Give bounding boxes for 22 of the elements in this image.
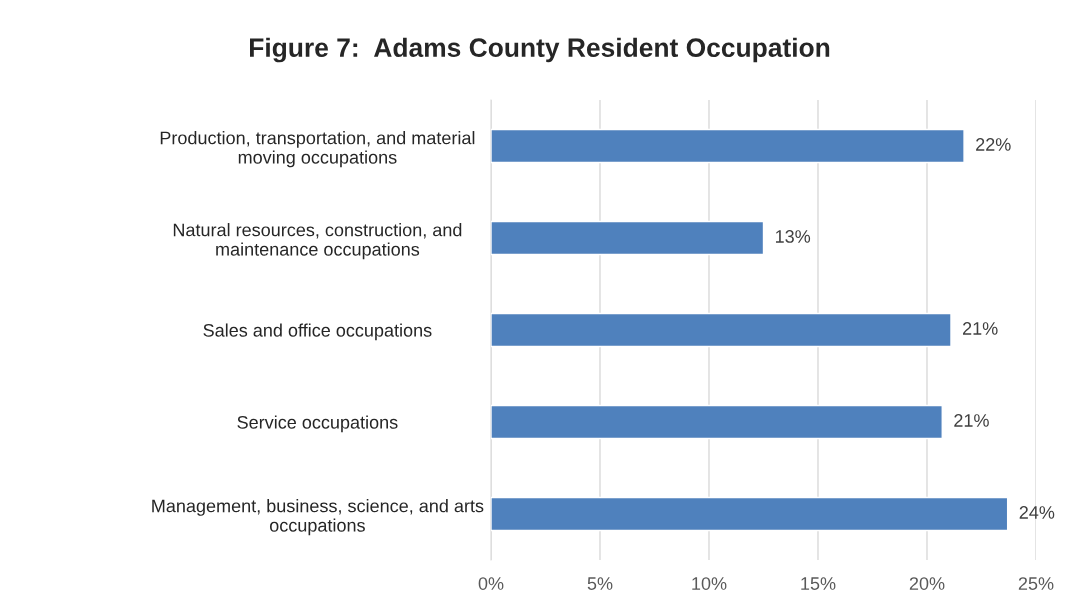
x-tick-label: 0%	[478, 577, 504, 590]
y-tick-label: Service occupations	[237, 415, 398, 433]
y-tick-label: Natural resources, construction, and maintenance occupations	[173, 223, 462, 260]
data-label: 22%	[976, 138, 1011, 151]
data-label: 13%	[775, 230, 811, 243]
x-tick-label: 25%	[1018, 577, 1054, 590]
bar	[491, 220, 765, 256]
y-tick-label: Production, transportation, and material moving occupations	[160, 131, 475, 168]
y-tick-label: Management, business, science, and arts occupations	[152, 499, 484, 536]
bar	[491, 128, 965, 164]
x-tick-label: 10%	[692, 577, 727, 590]
bar	[491, 312, 952, 348]
x-tick-label: 5%	[587, 577, 613, 590]
bar	[491, 404, 943, 440]
data-label: 24%	[1019, 506, 1055, 519]
data-label: 21%	[963, 322, 998, 335]
y-tick-label: Sales and office occupations	[203, 323, 432, 341]
x-tick-label: 15%	[801, 577, 836, 590]
chart-title: Figure 7: Adams County Resident Occupation	[250, 37, 830, 63]
bar	[491, 496, 1009, 532]
x-tick-label: 20%	[909, 577, 945, 590]
data-label: 21%	[954, 414, 989, 427]
